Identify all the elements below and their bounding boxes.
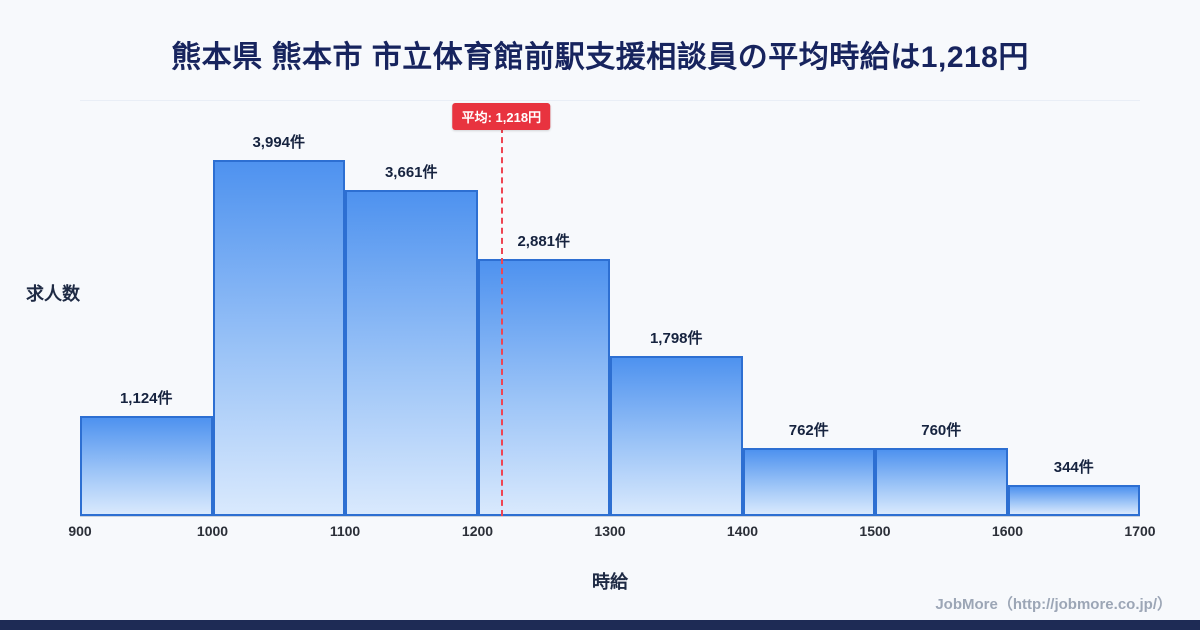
- x-tick-label: 1100: [329, 523, 361, 539]
- bar-value-label: 3,661件: [384, 163, 438, 181]
- x-tick-label: 1200: [461, 523, 494, 539]
- bar-value-label: 1,124件: [119, 389, 173, 407]
- x-tick-label: 1700: [1124, 523, 1156, 539]
- average-badge: 平均: 1,218円: [452, 103, 551, 130]
- x-tick-label: 1400: [726, 523, 759, 539]
- histogram-bar: [875, 448, 1008, 516]
- histogram-bar: [742, 448, 875, 516]
- plot-area: 1,124件 3,994件 3,661件 2,881件 1,798件 762件 760件 34…: [80, 100, 1140, 517]
- histogram-bar: [1007, 485, 1140, 516]
- bottom-accent-bar: [0, 620, 1200, 630]
- histogram-bar: [477, 259, 610, 516]
- x-tick-label: 1500: [859, 523, 891, 539]
- histogram-bar: [80, 415, 213, 516]
- x-tick-label: 1300: [594, 523, 626, 539]
- histogram-bar: [610, 355, 743, 516]
- bar-value-label: 760件: [921, 422, 962, 440]
- bar-value-label: 2,881件: [517, 233, 571, 251]
- x-axis-ticks: 900 1000 1100 1200 1300 1400 1500 1600 1700: [68, 523, 1155, 543]
- bar-value-label: 762件: [788, 422, 829, 440]
- footer-credit: JobMore（http://jobmore.co.jp/）: [935, 596, 1172, 613]
- histogram-bar: [345, 189, 478, 516]
- bar-value-label: 1,798件: [649, 329, 703, 347]
- x-tick-label: 900: [68, 523, 92, 539]
- page-title: 熊本県 熊本市 市立体育館前駅支援相談員の平均時給は1,218円: [171, 41, 1029, 74]
- y-axis-label: 求人数: [26, 284, 80, 304]
- bar-value-label: 3,994件: [252, 134, 306, 152]
- x-tick-label: 1600: [991, 523, 1024, 539]
- x-axis-label: 時給: [592, 572, 628, 592]
- bar-value-label: 344件: [1053, 459, 1094, 477]
- average-line: [501, 127, 504, 516]
- x-tick-label: 1000: [196, 523, 229, 539]
- histogram-bar: [212, 160, 345, 516]
